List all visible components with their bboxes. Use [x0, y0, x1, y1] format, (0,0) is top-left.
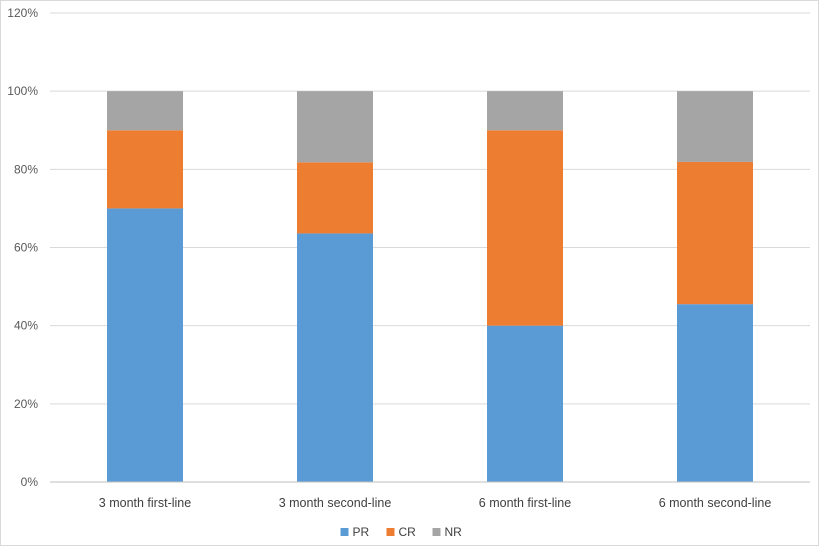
bar-nr-1: [107, 91, 183, 131]
legend: PR CR NR: [340, 525, 463, 539]
bar-pr-3: [487, 325, 563, 482]
bar-cr-2: [297, 162, 373, 234]
y-tick-label: 120%: [7, 6, 38, 20]
bar-nr-3: [487, 91, 563, 131]
bar-nr-4: [677, 91, 753, 162]
legend-swatch-nr: [432, 528, 441, 536]
y-axis-ticks: 0% 20% 40% 60% 80% 100% 120%: [7, 6, 38, 489]
bar-cr-1: [107, 130, 183, 209]
x-category-label: 6 month first-line: [479, 496, 571, 510]
y-tick-label: 20%: [14, 397, 38, 411]
bar-pr-4: [677, 304, 753, 482]
legend-swatch-cr: [386, 528, 395, 536]
bars: [107, 91, 753, 482]
bar-nr-2: [297, 91, 373, 163]
x-category-label: 6 month second-line: [659, 496, 772, 510]
bar-pr-2: [297, 233, 373, 482]
y-tick-label: 80%: [14, 162, 38, 176]
bar-pr-1: [107, 208, 183, 482]
x-axis-labels: 3 month first-line 3 month second-line 6 m…: [99, 496, 772, 510]
y-tick-label: 60%: [14, 241, 38, 255]
legend-label-cr: CR: [399, 525, 417, 539]
y-tick-label: 100%: [7, 84, 38, 98]
bar-cr-3: [487, 130, 563, 326]
legend-label-nr: NR: [445, 525, 463, 539]
legend-swatch-pr: [340, 528, 349, 536]
legend-label-pr: PR: [353, 525, 370, 539]
bar-cr-4: [677, 161, 753, 305]
x-category-label: 3 month second-line: [279, 496, 392, 510]
y-tick-label: 40%: [14, 319, 38, 333]
x-category-label: 3 month first-line: [99, 496, 191, 510]
y-tick-label: 0%: [21, 475, 39, 489]
